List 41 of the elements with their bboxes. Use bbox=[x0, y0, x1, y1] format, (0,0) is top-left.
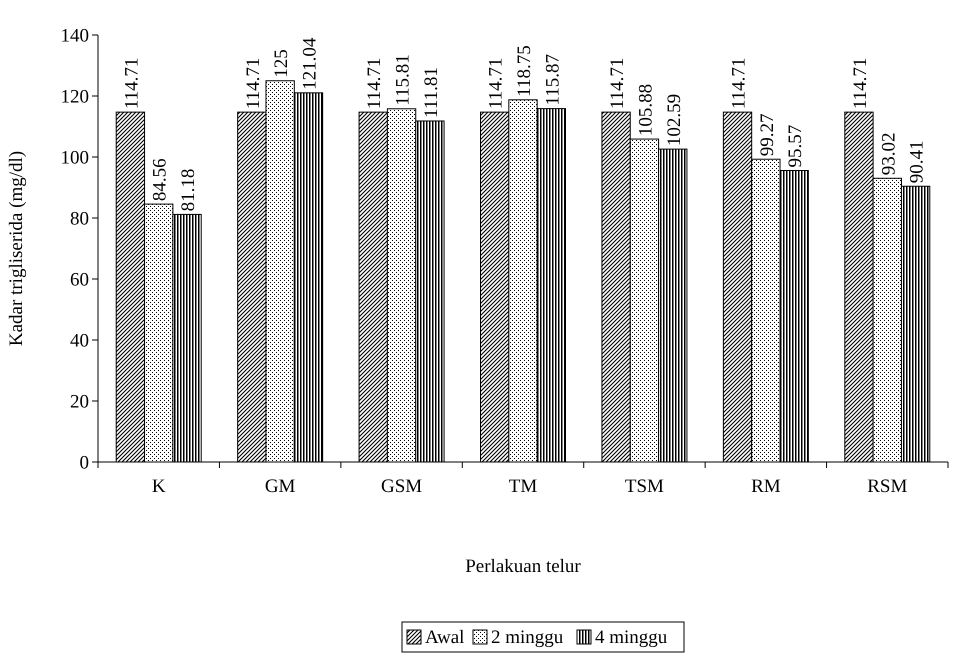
data-label: 115.87 bbox=[542, 54, 564, 106]
y-axis-title: Kadar trigliserida (mg/dl) bbox=[6, 150, 27, 346]
data-label: 99.27 bbox=[756, 113, 778, 156]
y-tick-label: 120 bbox=[60, 86, 89, 108]
data-label: 111.81 bbox=[420, 67, 442, 118]
x-tick-label: TM bbox=[508, 476, 538, 497]
data-label: 81.18 bbox=[178, 168, 200, 212]
data-label: 114.71 bbox=[121, 58, 142, 110]
data-label: 102.59 bbox=[664, 94, 685, 146]
legend-label: Awal bbox=[425, 627, 464, 648]
y-tick-label: 40 bbox=[70, 330, 89, 352]
data-label: 105.88 bbox=[635, 84, 656, 136]
data-label: 118.75 bbox=[514, 45, 535, 97]
data-label: 114.71 bbox=[242, 58, 264, 110]
legend-label: 4 minggu bbox=[595, 627, 668, 648]
y-tick-label: 20 bbox=[70, 392, 89, 413]
x-tick-label: RM bbox=[751, 476, 781, 497]
y-tick-label: 0 bbox=[80, 452, 89, 474]
data-label: 125 bbox=[271, 49, 292, 78]
x-tick-label: GM bbox=[264, 476, 296, 497]
data-label: 114.71 bbox=[486, 58, 507, 110]
data-label: 121.04 bbox=[299, 37, 320, 90]
x-tick-label: TSM bbox=[624, 476, 664, 497]
data-label: 114.71 bbox=[607, 58, 628, 110]
y-tick-label: 100 bbox=[60, 148, 89, 169]
y-tick-label: 140 bbox=[60, 26, 89, 47]
x-tick-label: K bbox=[152, 476, 166, 497]
data-label: 93.02 bbox=[878, 132, 900, 176]
y-tick-label: 60 bbox=[70, 270, 89, 291]
data-label: 84.56 bbox=[150, 158, 171, 202]
legend-label: 2 minggu bbox=[491, 627, 564, 648]
data-label: 115.81 bbox=[392, 54, 414, 106]
data-label: 114.71 bbox=[364, 58, 386, 110]
data-label: 114.71 bbox=[728, 58, 750, 110]
data-label: 95.57 bbox=[785, 124, 806, 168]
x-axis-title: Perlakuan telur bbox=[465, 556, 582, 577]
data-label: 114.71 bbox=[850, 58, 871, 110]
data-label: 90.41 bbox=[906, 140, 928, 184]
x-tick-label: GSM bbox=[380, 476, 422, 497]
x-tick-label: RSM bbox=[867, 476, 908, 497]
y-tick-label: 80 bbox=[70, 208, 89, 230]
